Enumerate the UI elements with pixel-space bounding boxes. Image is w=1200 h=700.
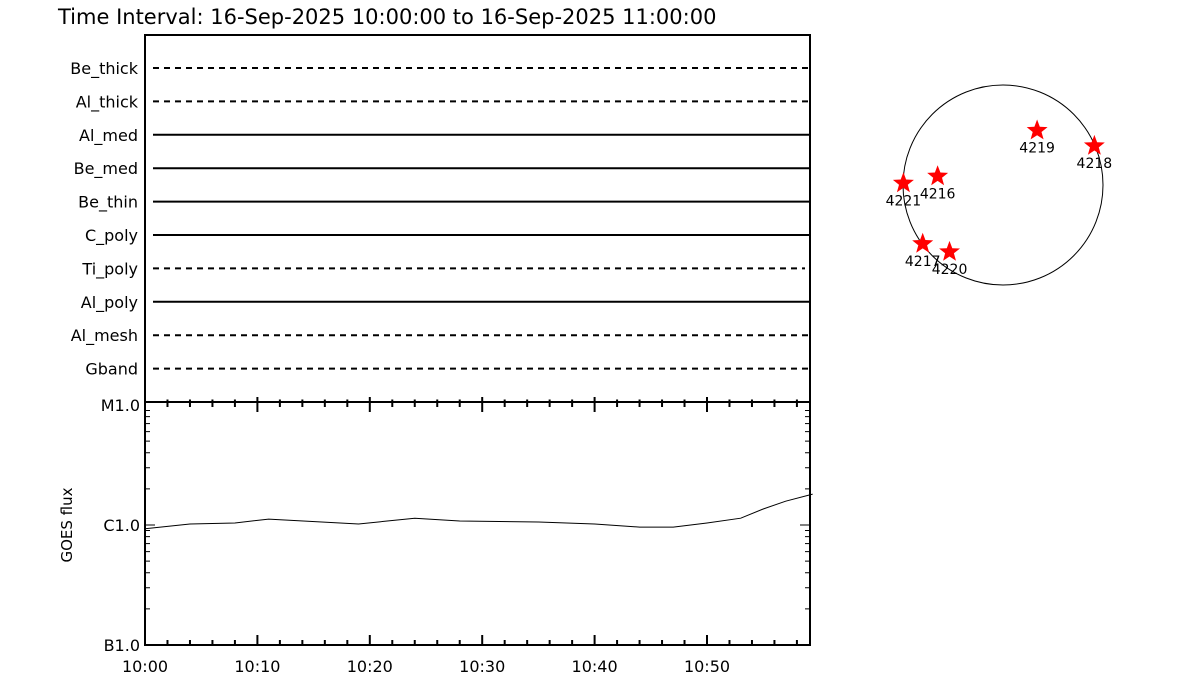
filter-label: C_poly (85, 226, 138, 246)
filter-label: Be_thick (70, 59, 138, 79)
filter-label: Al_mesh (71, 326, 138, 346)
plot-title: Time Interval: 16-Sep-2025 10:00:00 to 1… (57, 5, 716, 29)
y-tick-label: B1.0 (104, 636, 140, 655)
goes-panel: GOES flux M1.0 C1.0 B1.0 10:00 10:10 10:20 10:… (58, 396, 813, 676)
active-region-star-icon (1026, 119, 1048, 140)
x-tick-label: 10:50 (684, 657, 730, 676)
filter-label: Al_thick (76, 92, 139, 112)
x-tick-label: 10:20 (347, 657, 393, 676)
y-axis-label: GOES flux (58, 487, 76, 562)
active-region-label: 4217 (905, 254, 941, 270)
filter-panel-frame (144, 34, 811, 403)
active-region-star-icon (912, 232, 934, 253)
goes-flux-line (144, 493, 813, 530)
x-tick-label: 10:30 (459, 657, 505, 676)
active-region-label: 4216 (920, 186, 956, 202)
filter-label: Al_med (79, 126, 138, 146)
x-tick-label: 10:10 (234, 657, 280, 676)
filter-label: Be_thin (78, 193, 138, 213)
active-region-label: 4220 (932, 262, 968, 278)
active-region-star-icon (892, 172, 914, 193)
filter-panel: Be_thick Al_thick Al_med Be_med Be_thin C_pol… (70, 34, 811, 403)
filter-label: Gband (85, 360, 138, 379)
goes-frame (144, 401, 811, 646)
y-tick-label: C1.0 (103, 516, 140, 535)
active-region-star-icon (1083, 134, 1105, 155)
active-region-label: 4218 (1077, 156, 1113, 172)
active-region-label: 4219 (1019, 141, 1055, 157)
filter-label: Al_poly (81, 293, 138, 313)
filter-label: Be_med (74, 159, 138, 179)
active-region-label: 4221 (886, 193, 922, 209)
active-region-star-icon (927, 165, 949, 186)
y-tick-label: M1.0 (101, 396, 140, 415)
x-tick-label: 10:40 (572, 657, 618, 676)
active-region-star-icon (939, 240, 960, 261)
filter-label: Ti_poly (81, 259, 138, 279)
x-tick-label: 10:00 (122, 657, 168, 676)
